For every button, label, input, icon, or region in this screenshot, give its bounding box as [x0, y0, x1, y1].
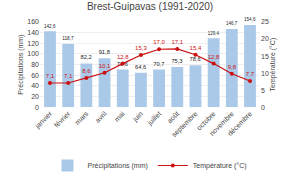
svg-text:82,2: 82,2: [80, 54, 91, 60]
svg-text:78,6: 78,6: [190, 56, 201, 62]
svg-text:17,1: 17,1: [171, 39, 183, 45]
svg-text:160: 160: [27, 18, 39, 25]
svg-text:Température (°C): Température (°C): [193, 162, 247, 170]
svg-text:7,1: 7,1: [64, 73, 73, 79]
svg-text:7,1: 7,1: [46, 73, 55, 79]
svg-text:17,0: 17,0: [153, 39, 165, 45]
svg-text:146,7: 146,7: [226, 21, 238, 26]
svg-text:0: 0: [261, 104, 265, 111]
svg-text:8,6: 8,6: [82, 68, 91, 74]
svg-text:mars: mars: [74, 110, 90, 126]
svg-text:10: 10: [261, 70, 269, 77]
svg-text:60: 60: [31, 72, 39, 79]
svg-text:25: 25: [261, 18, 269, 25]
svg-text:129,4: 129,4: [208, 31, 220, 36]
svg-text:80: 80: [31, 61, 39, 68]
svg-text:118,7: 118,7: [62, 36, 74, 41]
svg-text:70,6: 70,6: [117, 61, 128, 67]
svg-text:juillet: juillet: [145, 110, 163, 128]
svg-text:juin: juin: [131, 110, 145, 124]
svg-text:142,6: 142,6: [44, 24, 56, 29]
svg-text:100: 100: [27, 50, 39, 57]
svg-text:9,8: 9,8: [228, 64, 237, 70]
svg-text:75,3: 75,3: [171, 58, 182, 64]
svg-text:août: août: [166, 110, 181, 125]
svg-text:octobre: octobre: [195, 110, 217, 132]
svg-text:12,8: 12,8: [117, 54, 129, 60]
svg-text:140: 140: [27, 29, 39, 36]
svg-text:février: février: [53, 109, 72, 128]
svg-text:15,4: 15,4: [190, 45, 202, 51]
svg-text:novembre: novembre: [208, 110, 235, 137]
svg-text:Précipitations (mm): Précipitations (mm): [17, 34, 25, 94]
svg-text:7,7: 7,7: [246, 71, 255, 77]
svg-text:15: 15: [261, 53, 269, 60]
svg-text:20: 20: [261, 35, 269, 42]
svg-text:15,3: 15,3: [135, 45, 147, 51]
svg-text:Précipitations (mm): Précipitations (mm): [88, 162, 148, 170]
svg-text:Température (°C): Température (°C): [269, 38, 277, 92]
svg-text:septembre: septembre: [170, 110, 199, 139]
svg-text:70,7: 70,7: [153, 61, 164, 67]
svg-text:64,6: 64,6: [135, 64, 146, 70]
svg-text:120: 120: [27, 40, 39, 47]
svg-text:20: 20: [31, 93, 39, 100]
svg-text:décembre: décembre: [226, 110, 253, 137]
svg-text:154,6: 154,6: [244, 17, 256, 22]
svg-text:91,8: 91,8: [99, 49, 110, 55]
svg-text:5: 5: [261, 87, 265, 94]
svg-text:0: 0: [35, 104, 39, 111]
svg-text:10,1: 10,1: [99, 63, 111, 69]
svg-text:40: 40: [31, 82, 39, 89]
svg-text:janvier: janvier: [33, 109, 54, 130]
svg-text:Brest-Guipavas (1991-2020): Brest-Guipavas (1991-2020): [87, 1, 213, 12]
svg-text:mai: mai: [113, 110, 126, 123]
svg-text:avril: avril: [94, 110, 108, 124]
svg-text:12,8: 12,8: [208, 54, 220, 60]
